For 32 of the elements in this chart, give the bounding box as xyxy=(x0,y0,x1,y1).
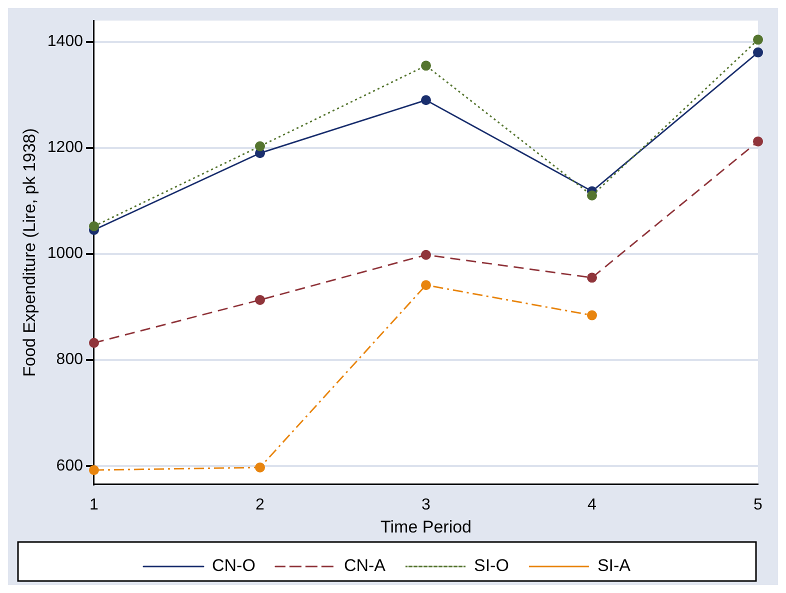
point xyxy=(88,465,99,476)
point xyxy=(254,462,265,472)
y-tick-label: 1200 xyxy=(47,139,84,156)
point xyxy=(420,60,431,71)
x-tick-label: 3 xyxy=(422,496,431,514)
legend-label: CN-A xyxy=(344,556,386,576)
point xyxy=(420,280,431,290)
legend-label: SI-O xyxy=(474,556,509,576)
legend-label: CN-O xyxy=(212,556,256,576)
y-tick-label: 1400 xyxy=(47,33,84,50)
point xyxy=(753,47,763,58)
point xyxy=(753,34,763,45)
point xyxy=(88,338,99,348)
point xyxy=(753,136,763,146)
point xyxy=(420,95,431,106)
y-axis-title: Food Expenditure (Lire, pk 1938) xyxy=(20,128,39,377)
y-tick-label: 1000 xyxy=(47,245,84,262)
point xyxy=(254,141,265,152)
x-tick-label: 2 xyxy=(256,496,265,514)
point xyxy=(587,272,597,283)
point xyxy=(587,190,597,201)
y-tick-label: 800 xyxy=(56,351,84,368)
x-axis-title: Time Period xyxy=(380,517,472,536)
x-tick-label: 5 xyxy=(754,496,763,514)
x-tick-label: 4 xyxy=(588,496,597,514)
point xyxy=(254,294,265,305)
y-tick-label: 600 xyxy=(56,457,84,474)
point xyxy=(88,221,99,232)
point xyxy=(587,310,597,320)
point xyxy=(420,250,431,260)
x-tick-label: 1 xyxy=(90,496,99,514)
legend-label: SI-A xyxy=(597,556,632,576)
